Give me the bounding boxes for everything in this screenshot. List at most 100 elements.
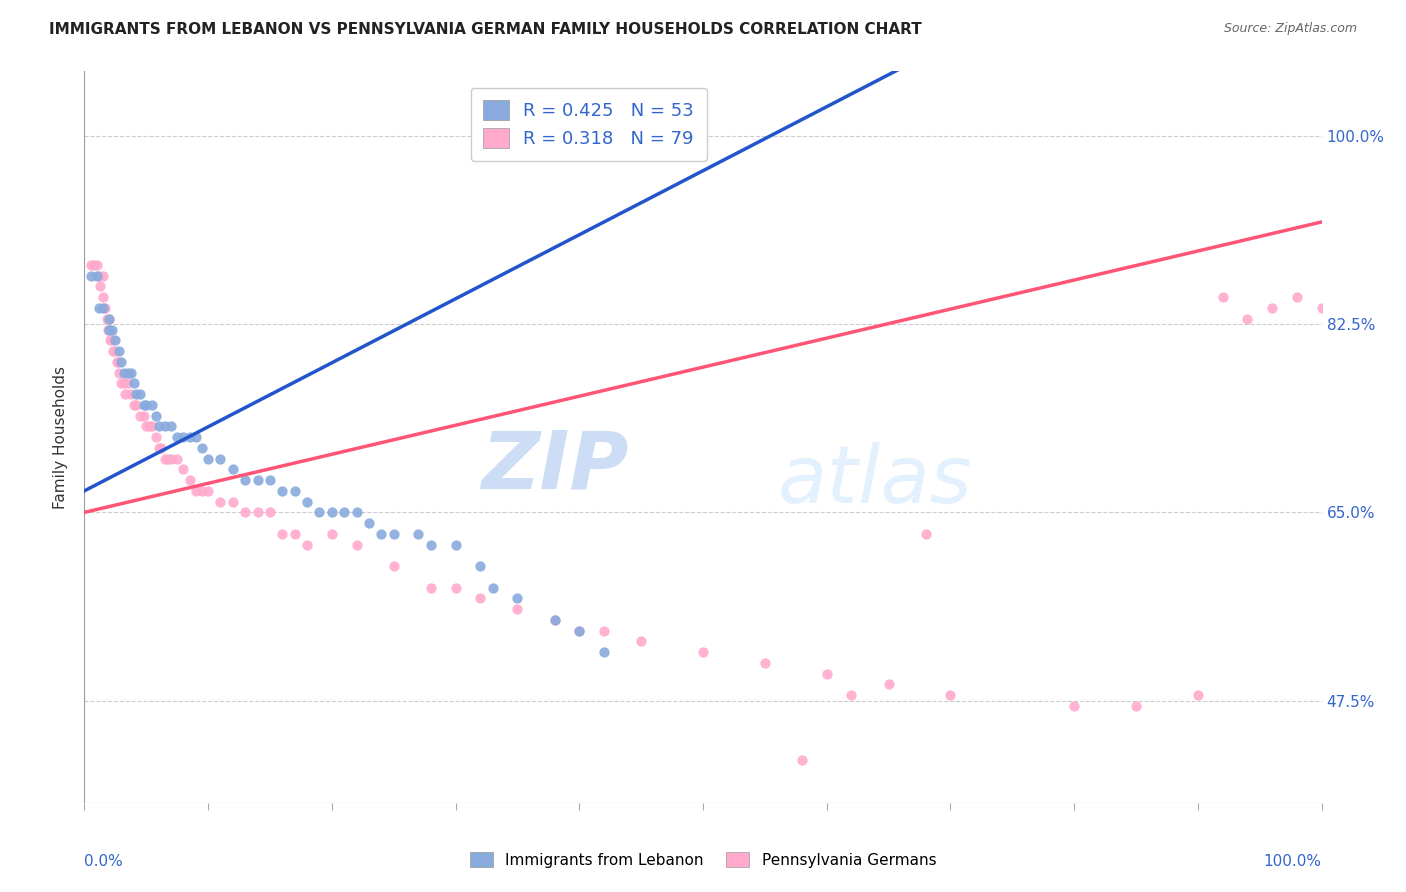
Point [222, 462, 245, 476]
Point [308, 505, 330, 519]
Point [506, 591, 529, 606]
Point [877, 677, 900, 691]
Point [1187, 688, 1209, 702]
Point [89, 279, 111, 293]
Point [209, 494, 232, 508]
Point [148, 419, 170, 434]
Point [470, 591, 492, 606]
Point [1261, 301, 1284, 315]
Point [209, 451, 232, 466]
Point [593, 624, 616, 638]
Point [295, 494, 318, 508]
Point [506, 602, 529, 616]
Text: IMMIGRANTS FROM LEBANON VS PENNSYLVANIA GERMAN FAMILY HOUSEHOLDS CORRELATION CHA: IMMIGRANTS FROM LEBANON VS PENNSYLVANIA … [49, 22, 922, 37]
Point [470, 559, 492, 574]
Point [89, 301, 111, 315]
Point [105, 355, 128, 369]
Point [108, 366, 131, 380]
Point [98, 322, 121, 336]
Point [321, 527, 343, 541]
Point [1063, 698, 1085, 713]
Point [125, 398, 148, 412]
Point [357, 516, 380, 530]
Point [122, 398, 145, 412]
Point [132, 409, 155, 423]
Legend: R = 0.425   N = 53, R = 0.318   N = 79: R = 0.425 N = 53, R = 0.318 N = 79 [471, 87, 706, 161]
Point [129, 409, 152, 423]
Point [79, 268, 101, 283]
Point [160, 419, 183, 434]
Point [419, 538, 441, 552]
Point [100, 333, 122, 347]
Point [815, 666, 838, 681]
Point [96, 311, 118, 326]
Point [98, 311, 121, 326]
Point [382, 527, 405, 541]
Point [104, 344, 127, 359]
Point [89, 268, 111, 283]
Point [122, 376, 145, 391]
Point [444, 581, 467, 595]
Point [197, 483, 219, 498]
Point [295, 538, 318, 552]
Point [145, 430, 167, 444]
Point [246, 505, 269, 519]
Point [568, 624, 591, 638]
Point [271, 483, 294, 498]
Point [138, 419, 160, 434]
Point [382, 559, 405, 574]
Point [98, 311, 121, 326]
Legend: Immigrants from Lebanon, Pennsylvania Germans: Immigrants from Lebanon, Pennsylvania Ge… [464, 846, 942, 873]
Y-axis label: Family Households: Family Households [53, 366, 69, 508]
Point [166, 451, 188, 466]
Point [117, 376, 139, 391]
Point [1310, 301, 1333, 315]
Text: ZIP: ZIP [481, 427, 628, 506]
Point [259, 505, 281, 519]
Point [86, 258, 108, 272]
Point [790, 753, 813, 767]
Point [132, 398, 155, 412]
Point [153, 451, 176, 466]
Point [98, 333, 121, 347]
Point [370, 527, 392, 541]
Point [135, 419, 157, 434]
Point [333, 505, 356, 519]
Point [197, 451, 219, 466]
Point [125, 387, 148, 401]
Point [98, 322, 121, 336]
Point [94, 301, 117, 315]
Point [153, 419, 176, 434]
Point [321, 505, 343, 519]
Point [172, 462, 194, 476]
Text: atlas: atlas [778, 442, 972, 520]
Point [172, 430, 194, 444]
Point [841, 688, 863, 702]
Point [91, 268, 114, 283]
Point [284, 483, 307, 498]
Point [346, 505, 368, 519]
Point [93, 301, 115, 315]
Point [148, 441, 170, 455]
Point [166, 430, 188, 444]
Point [120, 387, 142, 401]
Point [114, 387, 136, 401]
Point [191, 483, 214, 498]
Point [233, 473, 256, 487]
Point [1212, 290, 1234, 304]
Point [191, 441, 214, 455]
Point [246, 473, 269, 487]
Point [129, 387, 152, 401]
Point [1285, 290, 1308, 304]
Point [150, 441, 173, 455]
Point [157, 451, 180, 466]
Point [233, 505, 256, 519]
Point [117, 366, 139, 380]
Point [346, 538, 368, 552]
Text: 100.0%: 100.0% [1264, 854, 1322, 869]
Text: Source: ZipAtlas.com: Source: ZipAtlas.com [1223, 22, 1357, 36]
Point [120, 366, 142, 380]
Point [184, 483, 207, 498]
Text: 0.0%: 0.0% [84, 854, 124, 869]
Point [914, 527, 936, 541]
